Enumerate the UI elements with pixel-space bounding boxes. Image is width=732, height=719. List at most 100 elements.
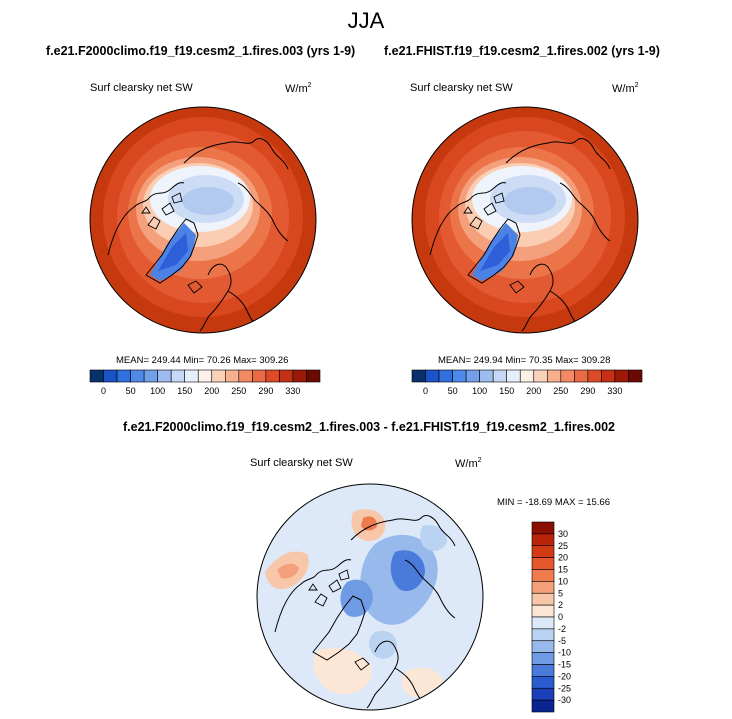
left-coastline-greenland — [145, 218, 199, 284]
left-colorbar-tick-label: 100 — [150, 386, 165, 396]
left-colorbar-swatch-6 — [170, 369, 186, 383]
diff-colorbar-tick-label: 10 — [558, 576, 568, 586]
right-band-160 — [504, 187, 556, 215]
right-coastline-greenland — [467, 218, 521, 284]
left-colorbar-swatch-14 — [279, 369, 294, 383]
diff-colorbar-swatch-10 — [531, 640, 555, 653]
left-colorbar-swatch-1 — [103, 369, 118, 383]
diff-coastline-greenland — [312, 595, 366, 661]
left-colorbar-swatch-7 — [184, 369, 199, 383]
diff-colorbar-swatch-4 — [531, 569, 555, 582]
right-colorbar-swatch-6 — [492, 369, 508, 383]
diff-colorbar-tick-label: 30 — [558, 529, 568, 539]
left-colorbar-tick-label: 0 — [101, 386, 106, 396]
right-colorbar-swatch-12 — [574, 369, 589, 383]
diff-colorbar-swatch-0 — [531, 521, 555, 535]
right-colorbar-tick-label: 50 — [448, 386, 458, 396]
right-colorbar-tick-label: 200 — [526, 386, 541, 396]
right-colorbar-swatch-2 — [438, 369, 453, 383]
right-colorbar-swatch-14 — [601, 369, 616, 383]
diff-colorbar-tick-label: 15 — [558, 565, 568, 575]
diff-colorbar-swatch-2 — [531, 545, 555, 558]
diff-positive-north-core — [361, 516, 377, 531]
left-map-border — [89, 106, 317, 334]
right-variable-label: Surf clearsky net SW — [410, 82, 513, 94]
left-coastline-canada — [107, 182, 185, 256]
right-colorbar-swatch-0 — [411, 369, 426, 383]
left-colorbar-tick-label: 150 — [177, 386, 192, 396]
diff-colorbar-swatch-14 — [531, 687, 555, 701]
diff-colorbar-tick-label: -25 — [558, 683, 571, 693]
left-colorbar-swatch-3 — [130, 369, 145, 383]
right-colorbar-swatch-3 — [452, 369, 467, 383]
right-colorbar-swatch-11 — [560, 369, 575, 383]
diff-negative-east-core — [390, 550, 425, 592]
diff-colorbar-tick-label: -5 — [558, 636, 566, 646]
diff-colorbar-swatch-5 — [531, 581, 555, 594]
right-units-label: W/m2 — [612, 82, 639, 95]
right-colorbar-tick-label: 150 — [499, 386, 514, 396]
left-coastline-archipelago — [141, 192, 183, 230]
diff-colorbar-tick-label: 2 — [558, 600, 563, 610]
diff-variable-label: Surf clearsky net SW — [250, 457, 353, 469]
diff-coastline-canada — [274, 559, 352, 633]
left-units-label: W/m2 — [285, 82, 312, 95]
right-polar-map — [411, 106, 639, 334]
right-colorbar-swatch-16 — [628, 369, 643, 383]
diff-colorbar-swatch-7 — [531, 604, 555, 618]
right-colorbar-tick-label: 290 — [580, 386, 595, 396]
left-variable-label: Surf clearsky net SW — [90, 82, 193, 94]
diff-negative-south — [369, 630, 397, 659]
diff-colorbar-swatch-15 — [531, 699, 555, 713]
right-colorbar-swatch-5 — [479, 369, 494, 383]
left-colorbar-swatch-10 — [224, 369, 240, 383]
diff-colorbar-swatch-6 — [531, 592, 555, 606]
diff-colorbar-swatch-9 — [531, 628, 555, 642]
left-colorbar-swatch-4 — [143, 369, 158, 383]
right-coastline-russia — [559, 182, 611, 242]
left-colorbar-swatch-16 — [306, 369, 321, 383]
diff-map-border — [256, 483, 484, 711]
diff-units-label: W/m2 — [455, 457, 482, 470]
right-colorbar-tick-label: 250 — [553, 386, 568, 396]
right-map-border — [411, 106, 639, 334]
right-coastline-iceland — [509, 280, 525, 294]
left-colorbar-swatch-0 — [89, 369, 104, 383]
diff-panel-title: f.e21.F2000climo.f19_f19.cesm2_1.fires.0… — [123, 420, 615, 434]
season-title: JJA — [347, 8, 385, 33]
right-colorbar-swatch-10 — [546, 369, 562, 383]
diff-coastline-iceland — [354, 657, 370, 671]
diff-colorbar-swatch-3 — [531, 557, 555, 570]
diff-colorbar-tick-label: 25 — [558, 541, 568, 551]
right-colorbar-swatch-1 — [425, 369, 440, 383]
right-coastline-canada — [429, 182, 507, 256]
left-colorbar-swatch-13 — [265, 369, 280, 383]
right-greenland-core — [480, 233, 510, 271]
right-coastline-siberia — [505, 138, 611, 170]
left-colorbar-swatch-11 — [238, 369, 253, 383]
right-colorbar-swatch-8 — [519, 369, 535, 383]
diff-coastline-russia — [404, 559, 456, 619]
diff-colorbar-tick-label: -10 — [558, 648, 571, 658]
diff-colorbar-tick-label: 20 — [558, 553, 568, 563]
right-stats: MEAN= 249.94 Min= 70.35 Max= 309.28 — [438, 355, 611, 366]
right-panel-title: f.e21.FHIST.f19_f19.cesm2_1.fires.002 (y… — [384, 44, 660, 58]
left-panel-title: f.e21.F2000climo.f19_f19.cesm2_1.fires.0… — [46, 44, 356, 58]
left-colorbar-swatch-5 — [157, 369, 172, 383]
right-colorbar-swatch-4 — [465, 369, 480, 383]
left-colorbar-tick-label: 250 — [231, 386, 246, 396]
diff-colorbar-tick-label: 0 — [558, 612, 563, 622]
left-polar-map — [89, 106, 317, 334]
left-colorbar-swatch-12 — [252, 369, 267, 383]
diff-colorbar-swatch-13 — [531, 676, 555, 689]
diff-positive-northwest-core — [277, 563, 299, 579]
diff-colorbar-tick-label: -15 — [558, 660, 571, 670]
diff-polar-map — [256, 483, 484, 711]
right-colorbar-tick-label: 330 — [607, 386, 622, 396]
left-greenland-core — [158, 233, 188, 271]
right-colorbar-swatch-7 — [506, 369, 521, 383]
right-colorbar: 0 50 100 150 200 250 290 330 — [411, 369, 643, 396]
right-colorbar-tick-label: 0 — [423, 386, 428, 396]
left-colorbar-tick-label: 200 — [204, 386, 219, 396]
